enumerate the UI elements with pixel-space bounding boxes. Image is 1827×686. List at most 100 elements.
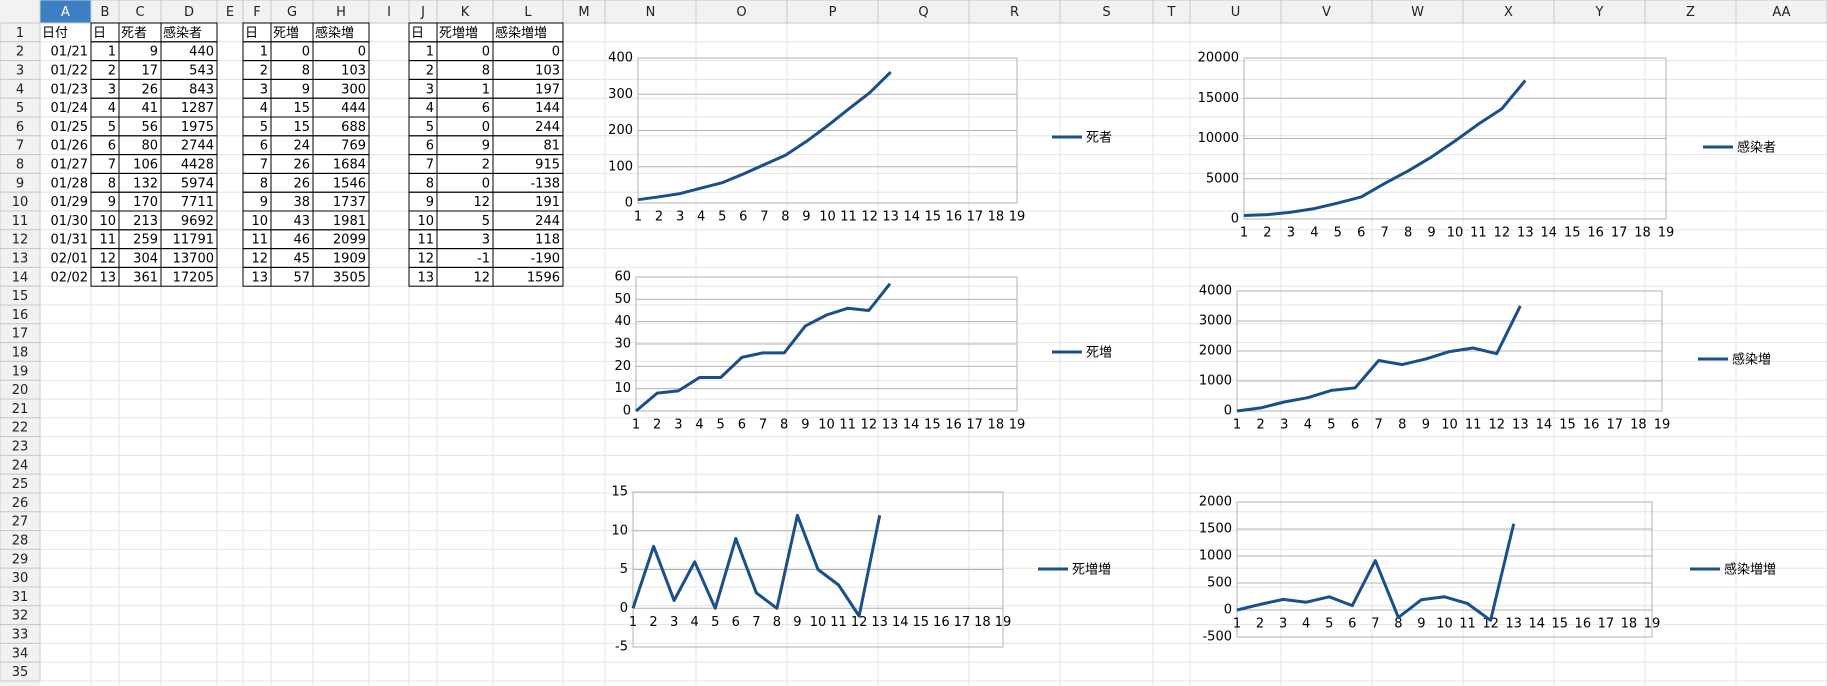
data-line [1236,305,1522,413]
table-cell-value: 3 [108,82,116,97]
column-header-label: P [829,5,837,20]
column-header-label: K [461,5,470,20]
x-tick-label: 4 [691,615,699,630]
table-cell-value: 170 [133,195,158,210]
x-tick-label: 15 [925,210,942,225]
table-cell-value: 1684 [333,158,366,173]
table-cell-value: 2099 [333,233,366,248]
column-header-label: X [1504,5,1513,20]
x-tick-label: 13 [1512,418,1529,433]
table-cell[interactable] [492,266,564,287]
x-tick-label: 2 [653,418,661,433]
table-cell-value: 9 [482,139,490,154]
row-header-label: 14 [12,270,29,285]
row-header-label: 4 [16,82,24,97]
table-cell-value: 6 [108,139,116,154]
column-header-label: L [524,5,532,20]
row-header-label: 25 [12,477,29,492]
x-tick-label: 10 [819,210,836,225]
table-cell[interactable] [160,266,218,287]
x-tick-label: 2 [1256,617,1264,632]
table-cell-value: 38 [293,195,310,210]
table-cell-value: 56 [141,120,158,135]
x-tick-label: 12 [851,615,868,630]
row-header-label: 29 [12,552,29,567]
y-tick-label: 1000 [1199,374,1232,389]
x-tick-label: 5 [1327,418,1335,433]
table-cell-value: 5 [108,120,116,135]
x-tick-label: 12 [1488,418,1505,433]
x-tick-label: 10 [1441,418,1458,433]
table-cell-value: 15 [293,120,310,135]
table-cell-value: 7 [260,158,268,173]
table-cell-value: 915 [535,158,560,173]
y-tick-label: 3000 [1199,314,1232,329]
table-cell-value: 9692 [181,214,214,229]
y-tick-label: 10 [614,381,631,396]
table-cell-value: 106 [133,158,158,173]
column-header-label: H [336,5,346,20]
data-line [637,71,892,202]
row-header[interactable] [0,661,41,682]
row-header-label: 31 [12,590,29,605]
x-tick-label: 16 [1583,418,1600,433]
table-cell-value: -190 [530,252,560,267]
y-tick-label: 30 [614,337,631,352]
x-tick-label: 1 [1233,418,1241,433]
y-tick-label: 0 [1224,603,1232,618]
table-cell-value: 103 [535,64,560,79]
x-tick-label: 8 [1394,617,1402,632]
table-cell-value: 17205 [173,270,214,285]
x-tick-label: 7 [759,418,767,433]
table-cell-value: 81 [543,139,560,154]
x-tick-label: 1 [1233,617,1241,632]
row-header-label: 19 [12,364,29,379]
table-cell-value: 46 [293,233,310,248]
table-cell-value: 7 [108,158,116,173]
table-cell-value: 259 [133,233,158,248]
table-cell-value: 1909 [333,252,366,267]
x-tick-label: 11 [840,210,857,225]
table-cell-value: 02/01 [51,252,88,267]
row-header-label: 3 [16,64,24,79]
data-line [1236,523,1516,622]
column-header-label: O [736,5,746,20]
table-cell-value: 01/29 [51,195,88,210]
table-cell-value: 9 [108,195,116,210]
table-cell-value: 4428 [181,158,214,173]
table-cell[interactable] [312,266,370,287]
x-tick-label: 19 [995,615,1012,630]
table-cell-value: 0 [358,45,366,60]
row-header-label: 33 [12,628,29,643]
x-tick-label: 17 [1611,226,1628,241]
x-tick-label: 8 [1404,226,1412,241]
table-cell-value: 244 [535,214,560,229]
x-tick-label: 8 [781,210,789,225]
row-header-label: 10 [12,195,29,210]
row-header-label: 9 [16,176,24,191]
x-tick-label: 15 [1552,617,1569,632]
x-tick-label: 18 [1630,418,1647,433]
x-tick-label: 14 [903,418,920,433]
x-tick-label: 9 [1417,617,1425,632]
x-tick-label: 11 [839,418,856,433]
x-tick-label: 9 [793,615,801,630]
table-cell-value: 4 [260,101,268,116]
x-tick-label: 14 [1528,617,1545,632]
y-tick-label: 1000 [1199,549,1232,564]
row-header-label: 35 [12,665,29,680]
x-tick-label: 15 [913,615,930,630]
table-header-cell: 死増 [273,26,299,41]
x-tick-label: 4 [1304,418,1312,433]
x-tick-label: 13 [882,418,899,433]
table-cell-value: 3505 [333,270,366,285]
column-header-label: E [226,5,234,20]
table-cell-value: 01/25 [51,120,88,135]
x-tick-label: 5 [718,210,726,225]
x-tick-label: 10 [818,418,835,433]
y-tick-label: 100 [608,159,633,174]
table-cell-value: 2 [108,64,116,79]
row-header-label: 8 [16,158,24,173]
column-header[interactable] [1735,0,1827,24]
x-tick-label: 12 [1482,617,1499,632]
